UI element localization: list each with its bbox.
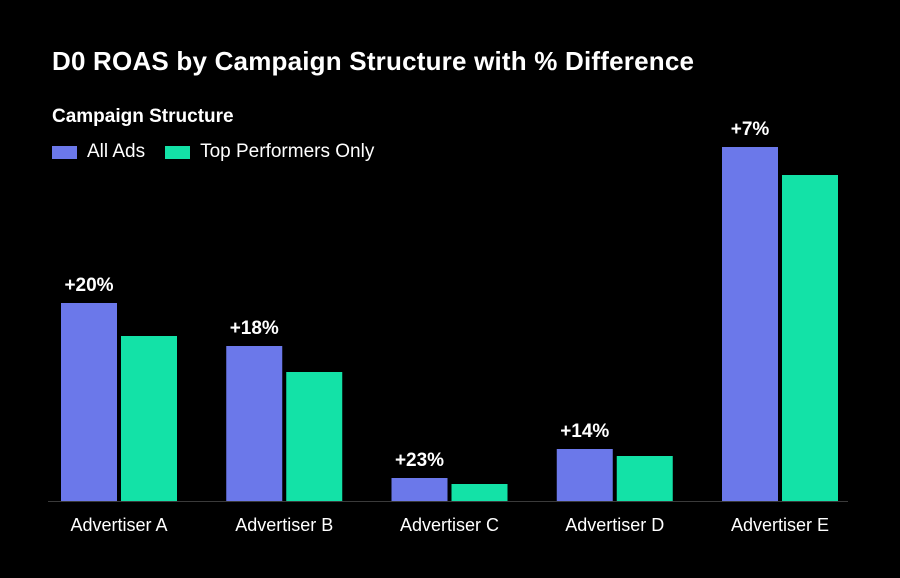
legend-swatch-all-ads: [52, 145, 77, 159]
difference-label: +20%: [64, 275, 113, 296]
legend-item-top-performers: Top Performers Only: [165, 141, 374, 163]
bar-all-ads-4: [556, 449, 613, 501]
legend-label-top-performers: Top Performers Only: [200, 141, 375, 162]
legend-title: Campaign Structure: [52, 106, 234, 127]
x-tick-label: Advertiser D: [565, 515, 664, 535]
bar-all-ads-5: [722, 147, 778, 501]
x-tick-label: Advertiser A: [70, 515, 167, 535]
x-tick-label: Advertiser B: [235, 515, 333, 535]
difference-label: +23%: [395, 450, 444, 471]
chart-title: D0 ROAS by Campaign Structure with % Dif…: [52, 46, 695, 76]
x-tick-label: Advertiser E: [731, 515, 829, 535]
bar-top-performers-only-5: [782, 175, 838, 501]
bar-all-ads-3: [391, 478, 448, 501]
bar-top-performers-only-4: [616, 456, 673, 501]
bar-top-performers-only-1: [121, 336, 177, 501]
difference-label: +18%: [230, 318, 279, 339]
difference-label: +7%: [731, 119, 770, 140]
legend-label-all-ads: All Ads: [87, 141, 146, 162]
legend-item-all-ads: All Ads: [52, 141, 145, 163]
legend: All Ads Top Performers Only: [52, 141, 394, 163]
bar-all-ads-1: [61, 303, 117, 501]
difference-label: +14%: [560, 421, 609, 442]
legend-swatch-top-performers: [165, 145, 191, 159]
bar-top-performers-only-3: [451, 484, 508, 501]
bar-top-performers-only-2: [286, 372, 343, 501]
bar-all-ads-2: [226, 346, 283, 501]
x-tick-label: Advertiser C: [400, 515, 499, 535]
